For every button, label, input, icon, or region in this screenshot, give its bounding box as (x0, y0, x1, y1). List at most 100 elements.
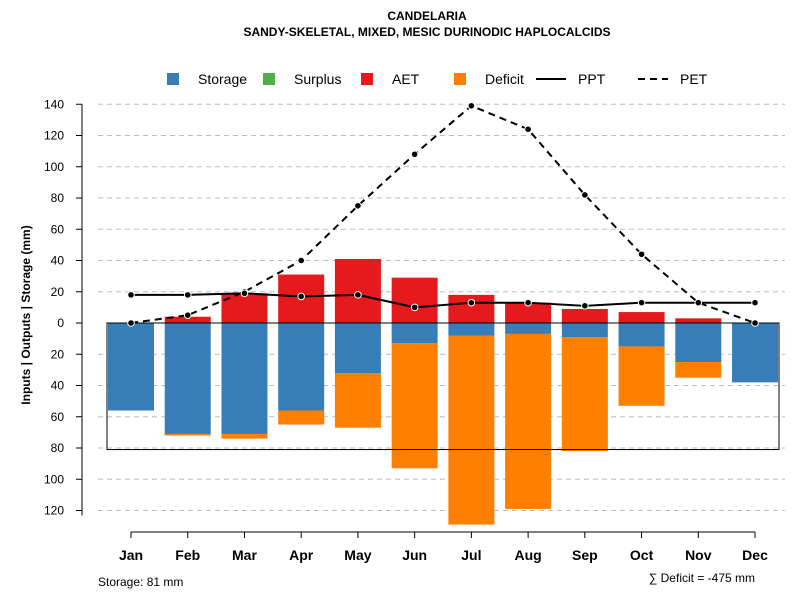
storage-legend-swatch (167, 73, 179, 85)
legend-label: Surplus (294, 71, 341, 87)
y-tick-label: 0 (57, 316, 64, 330)
legend-label: Storage (198, 71, 247, 87)
ppt-point (694, 298, 703, 307)
aet-bar (561, 308, 608, 323)
aet-legend-swatch (361, 73, 373, 85)
storage-bar (448, 323, 495, 336)
legend-label: AET (392, 71, 420, 87)
pet-point (524, 125, 532, 134)
deficit-bar (505, 333, 552, 509)
x-tick-label: Jun (402, 547, 427, 563)
x-tick-label: Jul (461, 547, 481, 563)
x-tick-label: May (344, 547, 371, 563)
ppt-point (240, 289, 249, 298)
deficit-bar (164, 433, 211, 436)
deficit-bar (448, 335, 495, 525)
ppt-point (581, 302, 589, 310)
aet-bar (618, 312, 665, 323)
bars-layer (108, 258, 779, 525)
ppt-point (467, 298, 476, 307)
chart-title: CANDELARIA (387, 9, 467, 23)
aet-bar (391, 277, 438, 323)
ppt-point (297, 292, 305, 301)
ppt-point (354, 291, 362, 299)
y-axis: 140 120 100 80 60 40 20 0 20 40 60 80 100 120 (44, 97, 83, 518)
legend: Storage Surplus AET Deficit PPT PET (167, 71, 708, 87)
storage-note: Storage: 81 mm (98, 575, 183, 589)
x-tick-label: Nov (685, 547, 712, 563)
x-tick-label: Sep (572, 547, 598, 563)
y-tick-label: 80 (51, 441, 65, 455)
y-axis-label: Inputs | Outputs | Storage (mm) (19, 225, 33, 404)
pet-point (127, 319, 135, 327)
ppt-point (183, 291, 192, 299)
deficit-bar (675, 362, 722, 378)
surplus-legend-swatch (263, 73, 275, 85)
ppt-point (524, 298, 532, 307)
gridlines (98, 103, 785, 511)
legend-label: PET (680, 71, 708, 87)
aet-bar (164, 316, 211, 323)
y-tick-label: 100 (44, 472, 64, 486)
x-tick-label: Feb (175, 547, 200, 563)
x-tick-label: Apr (289, 547, 314, 563)
legend-label: Deficit (485, 71, 524, 87)
y-tick-label: 120 (44, 504, 64, 518)
aet-bar (334, 258, 381, 323)
ppt-line (131, 292, 756, 309)
pet-point (410, 150, 419, 159)
storage-bar (675, 323, 722, 363)
storage-bar (505, 323, 552, 334)
ppt-point (127, 291, 135, 299)
storage-bar (334, 323, 381, 373)
pet-point (751, 319, 759, 327)
x-tick-label: Dec (742, 547, 768, 563)
storage-bar (221, 323, 268, 434)
x-axis: Jan Feb Mar Apr May Jun Jul Aug Sep Oct Nov Dec (119, 531, 768, 563)
y-tick-label: 60 (51, 410, 65, 424)
storage-capacity-outline (106, 322, 780, 451)
y-tick-label: 80 (51, 191, 65, 205)
y-tick-label: 120 (44, 129, 64, 143)
storage-bar (732, 323, 779, 383)
storage-capacity-box (106, 322, 780, 451)
storage-bar (618, 323, 665, 347)
pet-point (183, 311, 192, 319)
deficit-bar (561, 337, 608, 452)
pet-point (637, 250, 646, 259)
y-tick-label: 140 (44, 97, 64, 111)
y-tick-label: 20 (51, 347, 65, 361)
y-tick-label: 40 (51, 254, 65, 268)
ppt-point (637, 298, 646, 307)
storage-bar (164, 323, 211, 434)
pet-line (130, 104, 756, 324)
pet-point (297, 256, 305, 265)
x-tick-label: Aug (515, 547, 542, 563)
x-tick-label: Jan (119, 547, 143, 563)
storage-bar (108, 323, 154, 411)
aet-bar (675, 318, 722, 323)
x-tick-label: Mar (232, 547, 257, 563)
ppt-point (410, 303, 419, 312)
pet-point (581, 191, 589, 199)
deficit-bar (618, 346, 665, 406)
chart-subtitle: SANDY-SKELETAL, MIXED, MESIC DURINODIC H… (243, 25, 610, 39)
deficit-bar (391, 343, 438, 469)
pet-point (354, 202, 362, 210)
y-tick-label: 60 (51, 222, 65, 236)
deficit-bar (334, 373, 381, 428)
deficit-bar (221, 433, 268, 439)
pet-point (467, 102, 476, 110)
x-tick-label: Oct (630, 547, 654, 563)
ppt-point (751, 298, 759, 307)
y-tick-label: 40 (51, 379, 65, 393)
storage-bar (391, 323, 438, 344)
legend-label: PPT (578, 71, 606, 87)
lines-layer (127, 102, 759, 327)
deficit-bar (278, 410, 325, 425)
storage-bar (278, 323, 325, 411)
y-tick-label: 20 (51, 285, 65, 299)
y-tick-label: 100 (44, 160, 64, 174)
storage-bar (561, 323, 608, 338)
